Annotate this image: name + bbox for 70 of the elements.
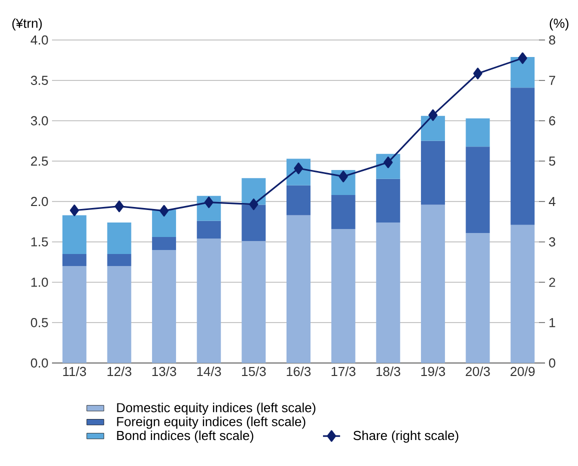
- y2-tick-label: 3: [549, 237, 556, 246]
- bar: [420, 204, 445, 363]
- bar: [510, 56, 535, 88]
- x-tick-label: 18/3: [376, 366, 400, 376]
- bar: [242, 204, 266, 242]
- y2-tick-label: 6: [549, 116, 556, 126]
- bar: [152, 210, 176, 238]
- y2-tick-label: 7: [549, 76, 556, 85]
- y-tick-label: 4.0: [30, 35, 48, 45]
- bar: [62, 266, 86, 363]
- point: [518, 52, 528, 64]
- point: [114, 200, 124, 212]
- y2-tick-label: 4: [548, 197, 556, 206]
- legend-label: Share (right scale): [353, 430, 458, 443]
- bar: [286, 185, 311, 216]
- bar: [152, 250, 176, 363]
- bar: [107, 222, 132, 254]
- point: [160, 204, 169, 217]
- bar: [196, 220, 221, 239]
- bar: [510, 88, 535, 225]
- y-tick-label: 3.5: [30, 76, 48, 85]
- bar: [107, 266, 132, 363]
- y2-tick-label: 2: [549, 278, 556, 287]
- x-tick-label: 15/3: [242, 366, 266, 376]
- bar: [62, 215, 86, 254]
- bar: [331, 228, 356, 363]
- x-tick-label: 11/3: [63, 366, 86, 376]
- point: [473, 68, 482, 80]
- bar: [286, 215, 311, 363]
- y-tick-label: 2.0: [31, 196, 48, 206]
- y-tick-label: 0.0: [30, 358, 48, 368]
- point: [428, 109, 438, 121]
- y-tick-label: 1.5: [31, 237, 48, 246]
- x-tick-label: 20/9: [510, 366, 535, 376]
- x-tick-label: 19/3: [421, 366, 446, 376]
- bar: [376, 222, 400, 363]
- legend-label: Bond indices (left scale): [117, 430, 254, 443]
- point: [249, 198, 258, 210]
- y2-axis-title: (%): [550, 18, 568, 30]
- bar: [466, 118, 490, 147]
- bar: [62, 254, 86, 266]
- x-tick-label: 16/3: [286, 366, 311, 376]
- bar: [420, 140, 445, 205]
- y-tick-label: 2.5: [31, 156, 48, 166]
- bar: [196, 238, 221, 363]
- bar: [466, 146, 490, 233]
- y2-tick-label: 5: [549, 156, 556, 166]
- y2-tick-label: 1: [550, 318, 556, 328]
- bar: [510, 224, 535, 363]
- y2-tick-label: 8: [549, 35, 556, 45]
- bar: [466, 232, 490, 363]
- x-tick-label: 20/3: [466, 366, 490, 376]
- bar: [242, 241, 266, 363]
- x-tick-label: 12/3: [108, 366, 132, 376]
- legend-label: Foreign equity indices (left scale): [117, 416, 306, 429]
- y-axis-title: (¥trn): [12, 18, 42, 30]
- y-tick-label: 3.0: [30, 116, 48, 126]
- x-tick-label: 13/3: [152, 366, 176, 376]
- legend-label: Domestic equity indices (left scale): [117, 402, 316, 415]
- point: [70, 204, 79, 216]
- x-tick-label: 17/3: [332, 366, 356, 376]
- y-tick-label: 0.5: [30, 318, 48, 328]
- bar: [420, 116, 445, 141]
- y2-tick-label: 0: [549, 358, 556, 368]
- y-tick-label: 1.0: [31, 278, 48, 287]
- bar: [376, 178, 400, 222]
- bar: [152, 237, 176, 250]
- bar: [331, 195, 356, 229]
- x-tick-label: 14/3: [197, 366, 221, 376]
- bar: [107, 254, 132, 266]
